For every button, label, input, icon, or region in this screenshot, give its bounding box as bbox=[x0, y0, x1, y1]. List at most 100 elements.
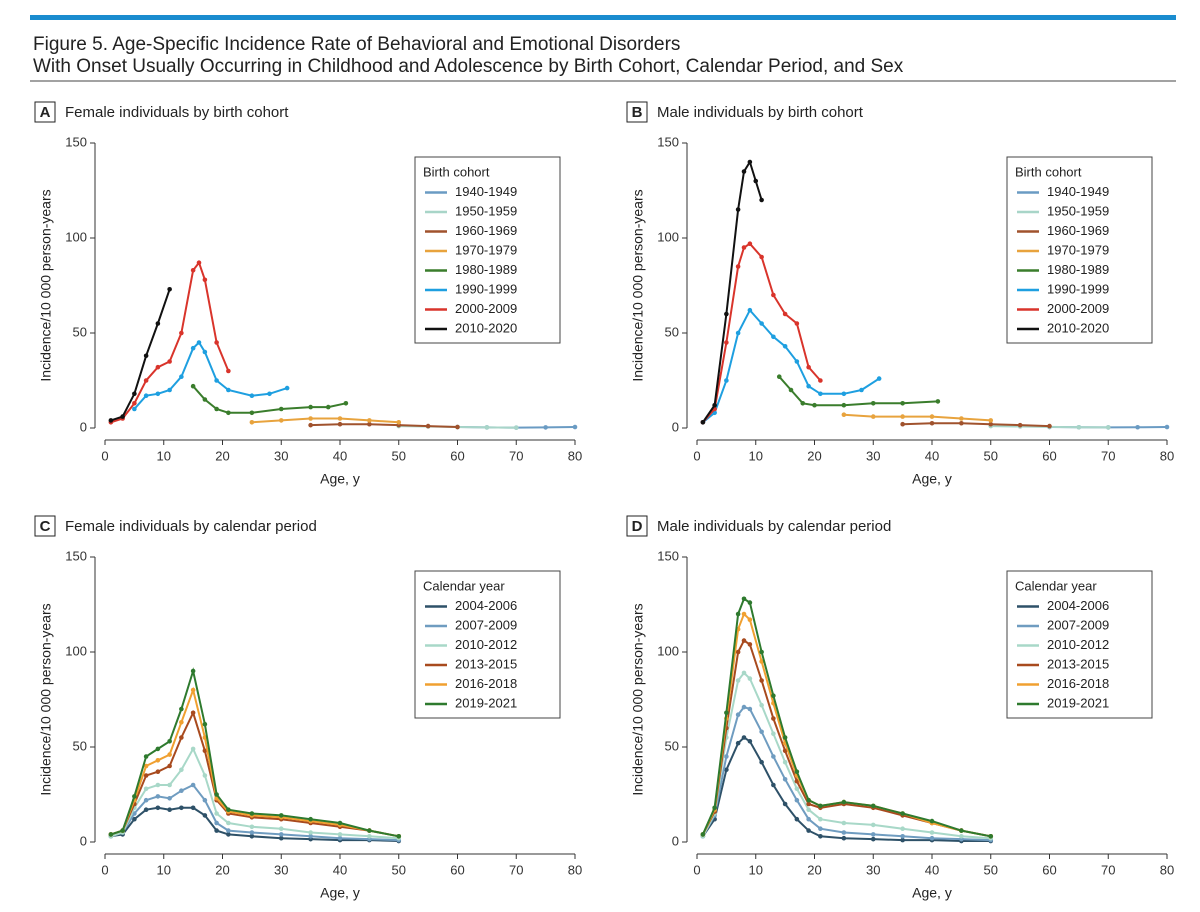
data-point bbox=[794, 359, 800, 364]
x-tick-label: 10 bbox=[157, 862, 171, 877]
x-tick-label: 50 bbox=[392, 448, 406, 463]
series-line bbox=[702, 308, 880, 424]
data-point bbox=[747, 600, 753, 605]
data-point bbox=[513, 425, 519, 430]
data-point bbox=[249, 811, 255, 816]
data-point bbox=[249, 410, 255, 416]
data-point bbox=[841, 391, 847, 397]
data-point bbox=[747, 676, 753, 681]
x-tick-label: 10 bbox=[749, 862, 763, 877]
y-tick-label: 100 bbox=[657, 229, 679, 244]
x-tick-label: 40 bbox=[925, 862, 939, 877]
data-point bbox=[367, 421, 372, 427]
legend-label: 1980-1989 bbox=[455, 262, 517, 277]
y-tick-label: 150 bbox=[657, 134, 679, 149]
legend-label: 1980-1989 bbox=[1047, 262, 1109, 277]
legend-label: 2000-2009 bbox=[455, 301, 517, 316]
figure-title: Figure 5. Age-Specific Incidence Rate of… bbox=[33, 34, 680, 55]
x-tick-label: 10 bbox=[157, 448, 171, 463]
series-line bbox=[701, 671, 991, 840]
panel-label-box bbox=[626, 101, 648, 123]
y-axis-label: Incidence/10 000 person-years bbox=[630, 603, 646, 795]
data-point bbox=[226, 807, 231, 812]
data-point bbox=[759, 649, 764, 655]
panel-label-box bbox=[34, 101, 56, 123]
x-tick-label: 20 bbox=[807, 862, 821, 877]
legend-label: 2007-2009 bbox=[1047, 617, 1109, 632]
legend-label: 1940-1949 bbox=[455, 184, 517, 199]
data-point bbox=[167, 359, 172, 364]
y-tick-label: 50 bbox=[73, 738, 87, 753]
data-point bbox=[724, 340, 729, 345]
x-tick-label: 60 bbox=[1042, 448, 1056, 463]
data-point bbox=[741, 169, 747, 174]
data-point bbox=[278, 835, 284, 841]
y-tick-label: 50 bbox=[665, 324, 679, 339]
data-point bbox=[1076, 424, 1082, 430]
data-point bbox=[771, 334, 776, 340]
data-point bbox=[308, 422, 313, 428]
data-point bbox=[214, 340, 219, 345]
data-point bbox=[859, 387, 864, 393]
legend-label: 2010-2012 bbox=[1047, 637, 1109, 652]
data-point bbox=[841, 820, 847, 826]
panel-title: Male individuals by calendar period bbox=[657, 518, 891, 535]
data-point bbox=[818, 391, 823, 397]
data-point bbox=[771, 693, 776, 698]
legend-label: 2010-2012 bbox=[455, 637, 517, 652]
data-point bbox=[132, 401, 137, 406]
panel-label: B bbox=[632, 104, 643, 121]
y-tick-label: 0 bbox=[80, 833, 87, 848]
x-tick-label: 20 bbox=[215, 448, 229, 463]
data-point bbox=[143, 807, 149, 812]
data-point bbox=[143, 393, 149, 399]
data-point bbox=[214, 820, 219, 826]
data-point bbox=[806, 364, 811, 370]
data-point bbox=[202, 349, 208, 355]
data-point bbox=[806, 816, 811, 822]
data-point bbox=[806, 797, 811, 803]
data-point bbox=[782, 311, 788, 317]
data-point bbox=[929, 835, 935, 841]
data-point bbox=[396, 834, 402, 839]
legend-title: Calendar year bbox=[1015, 578, 1097, 593]
series-line bbox=[110, 667, 399, 838]
data-point bbox=[325, 404, 331, 410]
data-point bbox=[929, 414, 935, 419]
data-point bbox=[735, 740, 741, 746]
x-tick-label: 70 bbox=[509, 448, 523, 463]
series-line bbox=[778, 376, 938, 407]
panel-title: Male individuals by birth cohort bbox=[657, 104, 864, 121]
data-point bbox=[155, 782, 161, 788]
data-point bbox=[249, 393, 255, 399]
data-point bbox=[782, 735, 788, 740]
data-point bbox=[190, 746, 196, 752]
x-tick-label: 70 bbox=[1101, 862, 1115, 877]
panel-label: D bbox=[632, 518, 643, 535]
data-point bbox=[396, 420, 402, 425]
panel-label: A bbox=[40, 104, 51, 121]
panel-label-box bbox=[626, 515, 648, 537]
data-point bbox=[759, 702, 764, 708]
data-point bbox=[196, 340, 202, 345]
x-tick-label: 70 bbox=[509, 862, 523, 877]
data-point bbox=[226, 387, 231, 393]
data-point bbox=[337, 832, 343, 837]
legend-label: 1950-1959 bbox=[455, 203, 517, 218]
top-bar bbox=[30, 15, 1176, 20]
data-point bbox=[143, 763, 149, 769]
data-point bbox=[155, 805, 161, 811]
data-point bbox=[794, 769, 800, 774]
data-point bbox=[249, 824, 255, 830]
data-point bbox=[735, 264, 741, 269]
data-point bbox=[753, 178, 759, 184]
panel-title: Female individuals by birth cohort bbox=[65, 104, 289, 121]
data-point bbox=[771, 292, 776, 298]
legend-label: 2010-2020 bbox=[455, 320, 517, 335]
x-tick-label: 10 bbox=[749, 448, 763, 463]
legend-label: 1950-1959 bbox=[1047, 203, 1109, 218]
data-point bbox=[870, 836, 876, 842]
legend-label: 2010-2020 bbox=[1047, 320, 1109, 335]
data-point bbox=[935, 399, 941, 404]
